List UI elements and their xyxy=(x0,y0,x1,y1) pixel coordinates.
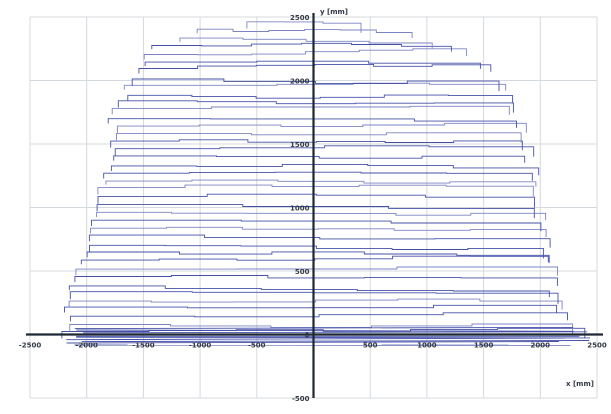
scan-trace-25 xyxy=(116,132,522,143)
y-tick-label: 2500 xyxy=(290,14,310,22)
scan-trace-38 xyxy=(196,28,413,39)
base-sweep-3 xyxy=(66,337,566,341)
scan-trace-26 xyxy=(116,122,527,133)
base-sweep-4 xyxy=(75,336,591,339)
y-tick-label: 0 xyxy=(305,332,310,340)
x-tick-label: 1000 xyxy=(417,342,437,350)
tick-labels: -2500 -2000 -1500 -1000 -500 500 1000 1500 2000 2… xyxy=(19,14,607,403)
scan-trace-22 xyxy=(113,155,526,163)
x-tick-label: 1500 xyxy=(474,342,494,350)
x-tick-label: -2500 xyxy=(19,342,42,350)
scan-trace-36 xyxy=(151,42,452,52)
scan-trace-39 xyxy=(246,21,362,33)
scan-trace-4 xyxy=(68,298,563,310)
y-tick-label: -500 xyxy=(292,395,310,403)
base-sweep-2 xyxy=(81,340,590,343)
scan-trace-16 xyxy=(96,204,535,219)
y-tick-label: 1500 xyxy=(290,141,310,149)
scan-trace-35 xyxy=(143,48,468,60)
x-tick-label: 2500 xyxy=(587,342,607,350)
base-sweep-7 xyxy=(83,331,588,334)
x-axis-label: x [mm] xyxy=(566,380,594,388)
x-tick-label: -2000 xyxy=(76,342,99,350)
x-tick-label: -1500 xyxy=(132,342,155,350)
y-tick-label: 1000 xyxy=(290,205,310,213)
scan-trace-13 xyxy=(90,226,547,237)
y-tick-label: 500 xyxy=(295,268,310,276)
y-tick-label: 2000 xyxy=(290,78,310,86)
scan-trace-18 xyxy=(97,184,534,197)
scan-trace-10 xyxy=(86,251,550,263)
scan-trace-30 xyxy=(127,94,514,104)
scan-trace-7 xyxy=(74,275,558,286)
base-sweep-8 xyxy=(76,329,574,332)
scan-trace-21 xyxy=(110,163,540,176)
scan-trace-11 xyxy=(89,244,544,259)
scan-trace-17 xyxy=(97,193,535,208)
x-tick-label: -1000 xyxy=(189,342,212,350)
y-axis-label: y [mm] xyxy=(320,8,348,16)
scan-trace-6 xyxy=(68,285,550,298)
x-tick-label: 2000 xyxy=(531,342,551,350)
scan-trace-19 xyxy=(105,179,537,187)
x-tick-label: -500 xyxy=(248,342,266,350)
scan-trace-23 xyxy=(114,145,535,157)
base-sweep-9 xyxy=(74,326,574,330)
scan-trace-15 xyxy=(96,211,547,221)
scan-traces xyxy=(61,21,591,346)
axes xyxy=(26,13,603,398)
scan-trace-9 xyxy=(80,255,549,265)
scan-trace-20 xyxy=(103,171,533,181)
scan-trace-29 xyxy=(117,100,514,113)
scan-trace-28 xyxy=(111,105,510,115)
scan-trace-14 xyxy=(91,219,542,232)
scan-trace-32 xyxy=(131,78,500,91)
scan-trace-31 xyxy=(123,82,507,91)
scan-trace-8 xyxy=(75,266,558,276)
scan-trace-12 xyxy=(88,234,551,248)
scan-trace-24 xyxy=(110,139,523,151)
scan-trace-3 xyxy=(64,304,558,314)
scan-trace-33 xyxy=(138,63,492,74)
x-tick-label: 500 xyxy=(363,342,378,350)
scan-trace-37 xyxy=(179,37,433,49)
scan-trace-2 xyxy=(69,312,568,322)
scan-trace-1 xyxy=(69,323,574,335)
